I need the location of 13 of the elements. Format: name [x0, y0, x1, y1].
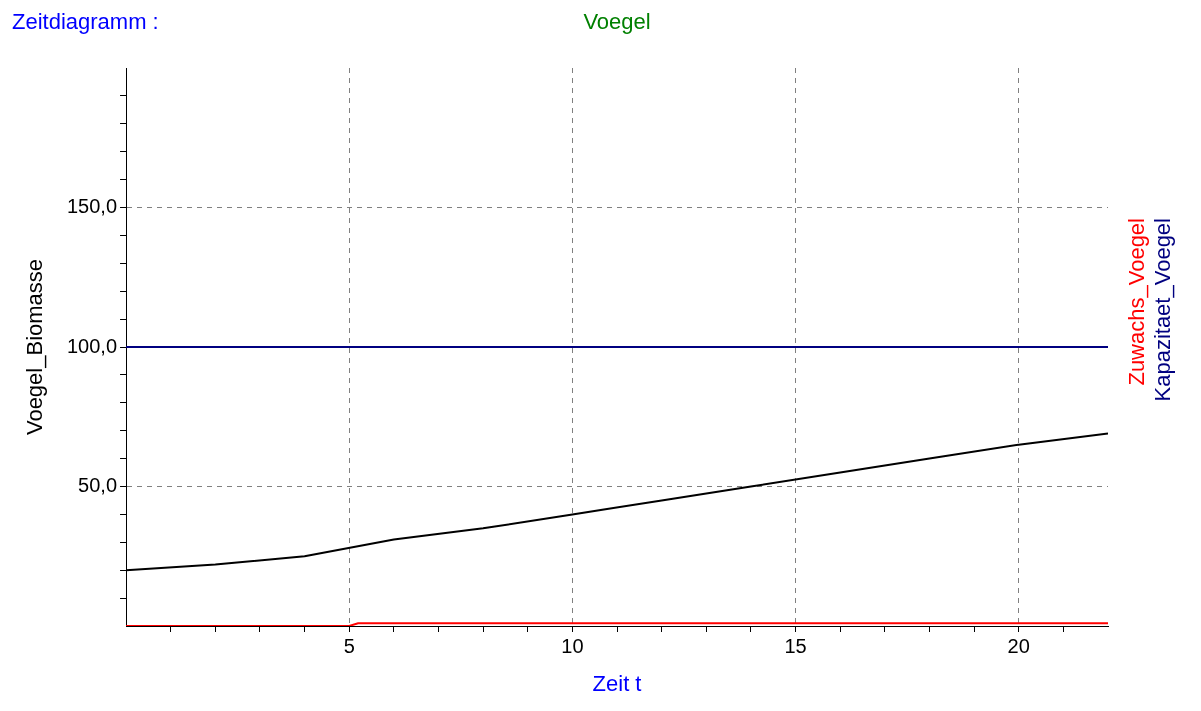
chart-title: Voegel: [583, 9, 651, 35]
text: Zeitdiagramm :: [12, 9, 159, 35]
text: Kapazitaet_Voegel: [1150, 218, 1176, 402]
y-tick-label: 150,0: [66, 195, 118, 218]
text: Zuwachs_Voegel: [1124, 218, 1150, 386]
x-tick-label: 10: [561, 634, 584, 657]
y-tick-label: 50,0: [78, 474, 118, 497]
y-axis-title: Voegel_Biomasse: [22, 258, 48, 436]
x-tick-label: 5: [343, 634, 355, 657]
y-tick-label: 100,0: [66, 334, 118, 357]
x-tick-label: 15: [784, 634, 807, 657]
x-axis-title: Zeit t: [592, 671, 642, 697]
x-tick-label: 20: [1007, 634, 1030, 657]
